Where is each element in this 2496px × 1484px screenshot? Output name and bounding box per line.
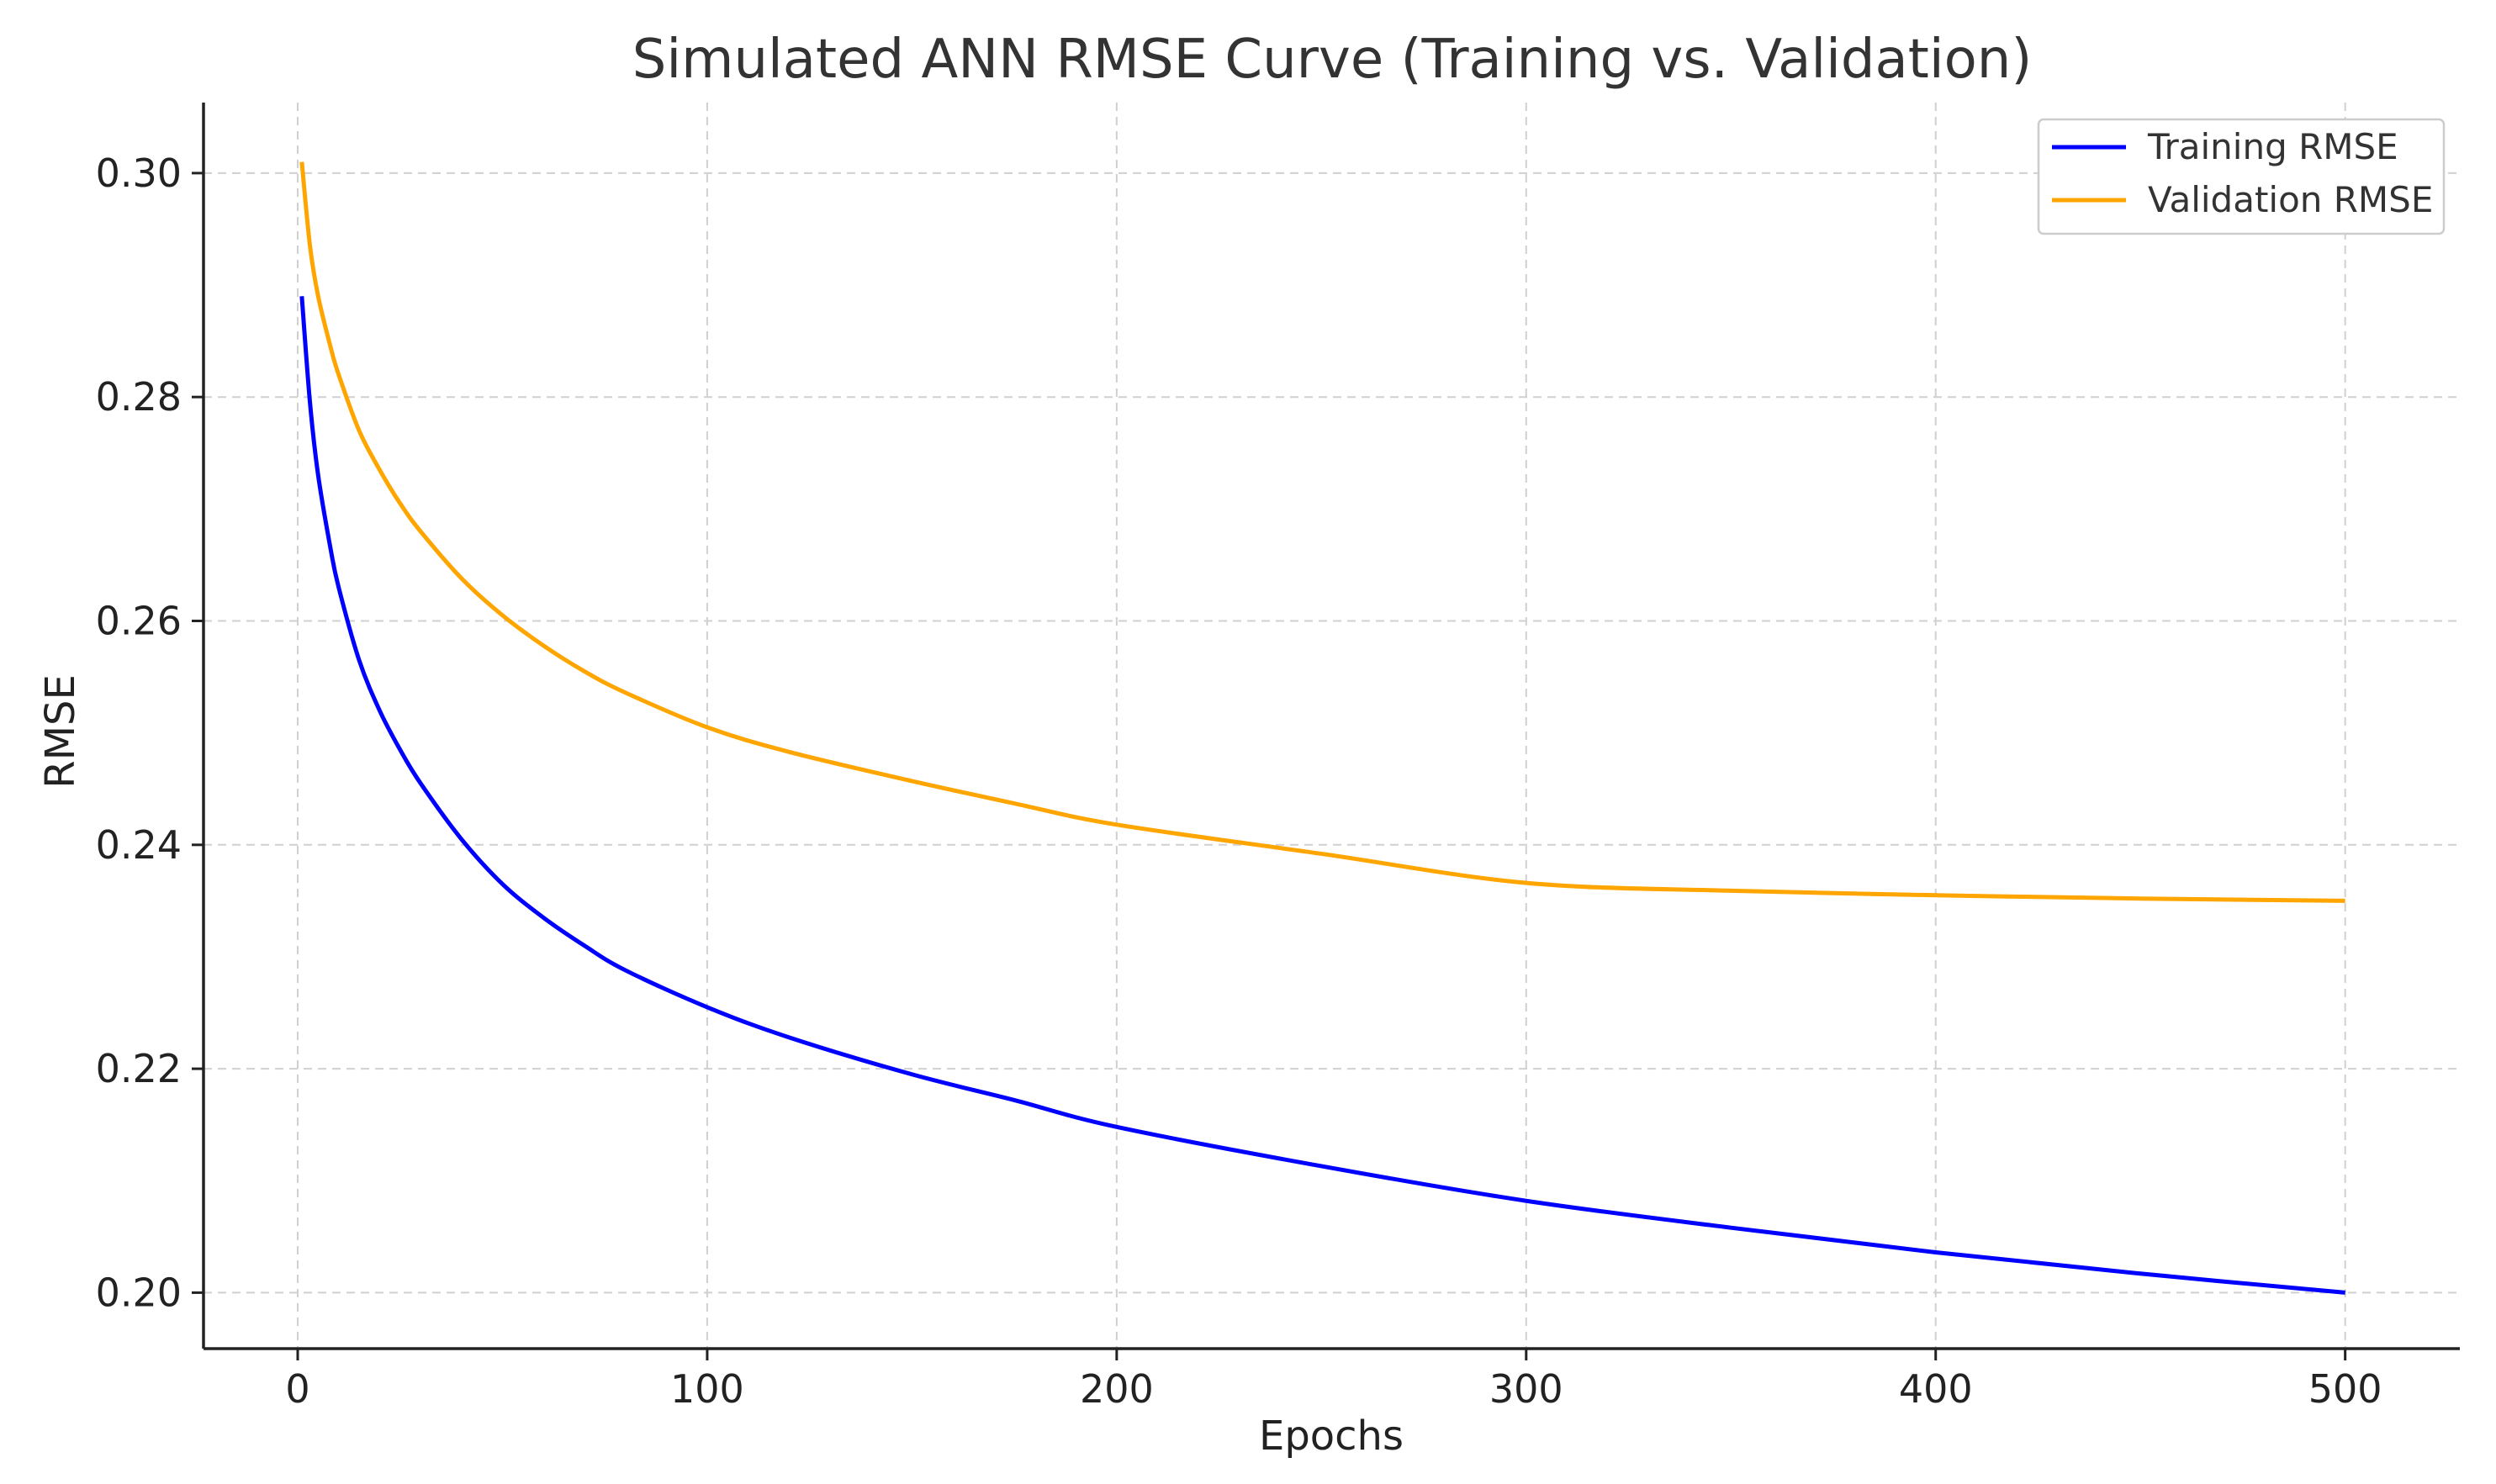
legend-label-training: Training RMSE — [2147, 126, 2398, 167]
y-axis-ticks: 0.20 0.22 0.24 0.26 0.28 0.30 — [96, 151, 204, 1315]
y-tick-label: 0.26 — [96, 599, 182, 644]
legend-box — [2037, 118, 2446, 235]
validation-rmse-line — [299, 161, 2345, 903]
chart-title: Simulated ANN RMSE Curve (Training vs. V… — [632, 29, 2033, 91]
x-tick-label: 500 — [2308, 1366, 2382, 1412]
legend: Training RMSE Validation RMSE — [2037, 118, 2446, 235]
y-tick-label: 0.28 — [96, 374, 182, 420]
series-lines — [299, 161, 2345, 1295]
y-tick-label: 0.30 — [96, 151, 182, 196]
legend-label-validation: Validation RMSE — [2148, 179, 2433, 220]
x-gridlines — [296, 103, 2346, 1349]
y-tick-label: 0.22 — [96, 1046, 182, 1091]
x-tick-label: 200 — [1080, 1366, 1154, 1412]
y-tick-label: 0.20 — [96, 1270, 182, 1315]
x-tick-label: 400 — [1899, 1366, 1973, 1412]
x-tick-label: 0 — [285, 1366, 309, 1412]
x-tick-label: 300 — [1489, 1366, 1563, 1412]
y-axis-label: RMSE — [37, 674, 84, 789]
y-tick-label: 0.24 — [96, 822, 182, 868]
x-axis-label: Epochs — [1259, 1413, 1404, 1460]
x-axis-ticks: 0 100 200 300 400 500 — [285, 1349, 2382, 1412]
training-rmse-line — [299, 296, 2345, 1295]
x-tick-label: 100 — [670, 1366, 744, 1412]
